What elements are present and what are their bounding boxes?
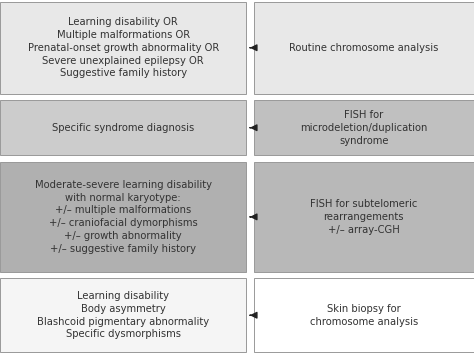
- Bar: [0, 278, 246, 352]
- Text: FISH for subtelomeric
rearrangements
+/– array-CGH: FISH for subtelomeric rearrangements +/–…: [310, 199, 418, 235]
- Bar: [254, 2, 474, 93]
- Bar: [254, 100, 474, 155]
- Bar: [254, 278, 474, 352]
- Bar: [0, 100, 246, 155]
- Text: Skin biopsy for
chromosome analysis: Skin biopsy for chromosome analysis: [310, 304, 418, 327]
- Text: Learning disability
Body asymmetry
Blashcoid pigmentary abnormality
Specific dys: Learning disability Body asymmetry Blash…: [37, 291, 210, 339]
- Text: Specific syndrome diagnosis: Specific syndrome diagnosis: [52, 123, 194, 133]
- Text: Learning disability OR
Multiple malformations OR
Prenatal-onset growth abnormali: Learning disability OR Multiple malforma…: [27, 17, 219, 78]
- Text: FISH for
microdeletion/duplication
syndrome: FISH for microdeletion/duplication syndr…: [300, 110, 428, 145]
- Text: Routine chromosome analysis: Routine chromosome analysis: [289, 43, 438, 53]
- Bar: [254, 162, 474, 272]
- Bar: [0, 2, 246, 93]
- Text: Moderate-severe learning disability
with normal karyotype:
+/– multiple malforma: Moderate-severe learning disability with…: [35, 180, 212, 254]
- Bar: [0, 162, 246, 272]
